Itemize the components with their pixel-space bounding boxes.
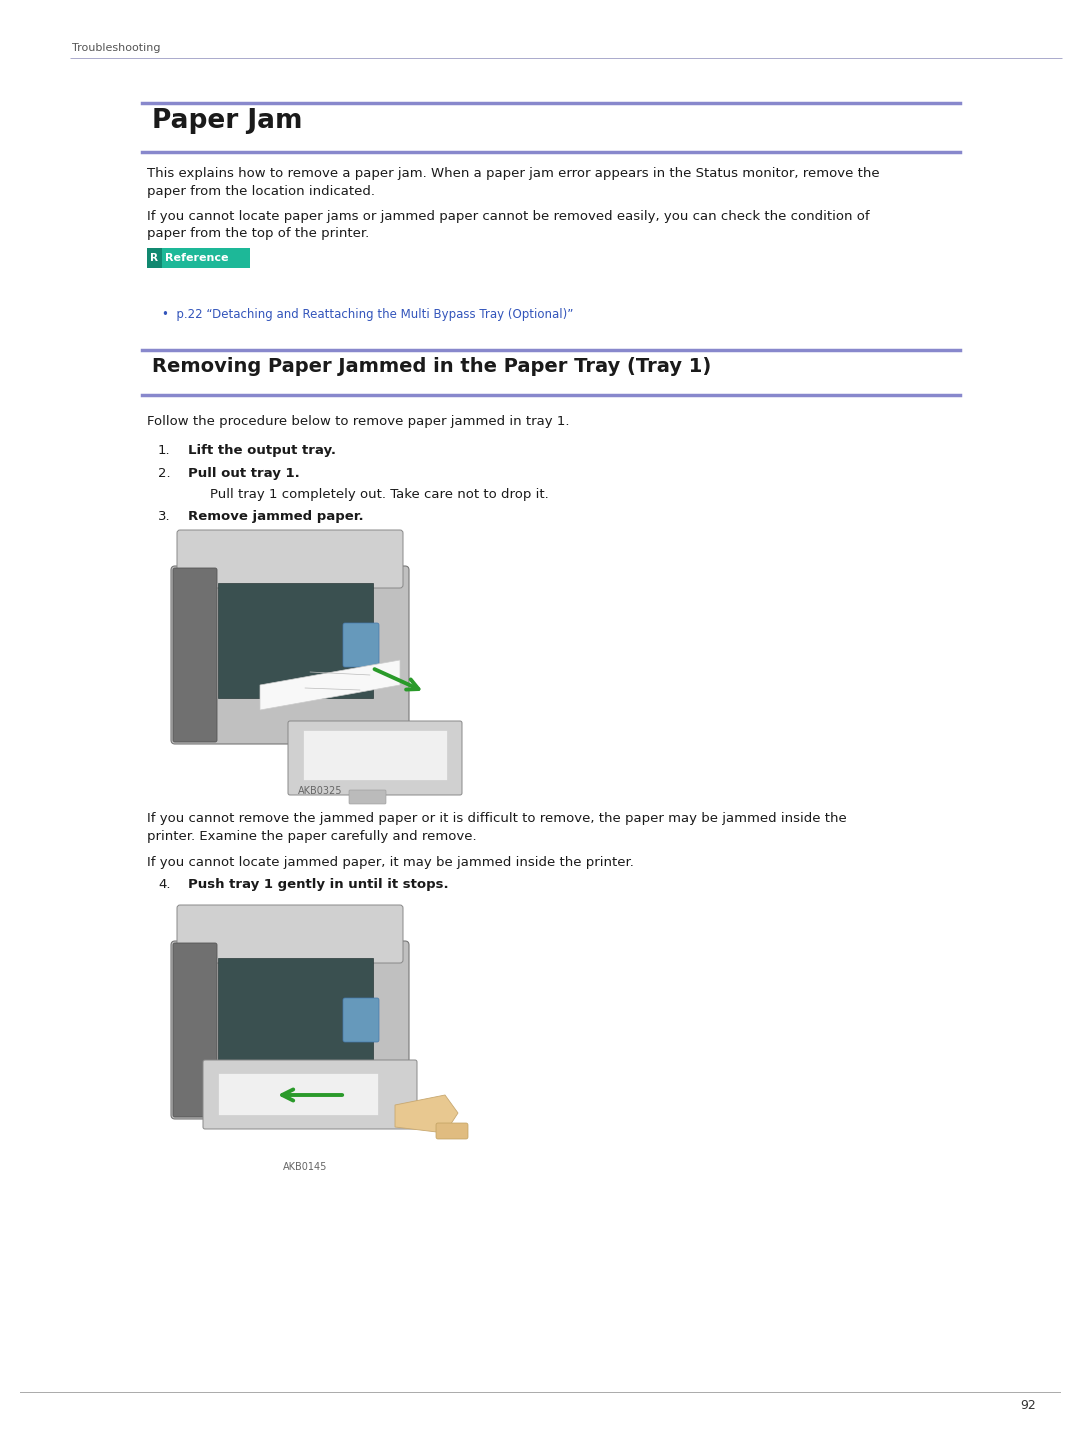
Text: printer. Examine the paper carefully and remove.: printer. Examine the paper carefully and…: [147, 829, 476, 842]
Text: Removing Paper Jammed in the Paper Tray (Tray 1): Removing Paper Jammed in the Paper Tray …: [152, 356, 712, 376]
Text: 2.: 2.: [158, 467, 171, 480]
FancyBboxPatch shape: [177, 530, 403, 588]
Text: Remove jammed paper.: Remove jammed paper.: [188, 510, 364, 523]
Polygon shape: [260, 660, 400, 710]
Text: If you cannot locate paper jams or jammed paper cannot be removed easily, you ca: If you cannot locate paper jams or jamme…: [147, 210, 869, 223]
Text: 92: 92: [1021, 1400, 1036, 1413]
Text: R: R: [150, 253, 158, 263]
FancyBboxPatch shape: [171, 566, 409, 744]
Text: Pull tray 1 completely out. Take care not to drop it.: Pull tray 1 completely out. Take care no…: [210, 489, 549, 502]
Text: Paper Jam: Paper Jam: [152, 108, 302, 134]
Text: Reference: Reference: [165, 253, 229, 263]
FancyBboxPatch shape: [343, 999, 379, 1042]
Text: paper from the location indicated.: paper from the location indicated.: [147, 184, 375, 197]
FancyBboxPatch shape: [173, 943, 217, 1117]
Text: Pull out tray 1.: Pull out tray 1.: [188, 467, 300, 480]
Text: AKB0145: AKB0145: [283, 1163, 327, 1173]
FancyBboxPatch shape: [288, 721, 462, 795]
Polygon shape: [395, 1095, 458, 1132]
Text: paper from the top of the printer.: paper from the top of the printer.: [147, 227, 369, 240]
FancyBboxPatch shape: [173, 568, 217, 741]
Text: Troubleshooting: Troubleshooting: [72, 43, 161, 53]
FancyBboxPatch shape: [303, 730, 447, 780]
Text: 1.: 1.: [158, 444, 171, 457]
FancyBboxPatch shape: [436, 1122, 468, 1140]
Text: If you cannot remove the jammed paper or it is difficult to remove, the paper ma: If you cannot remove the jammed paper or…: [147, 812, 847, 825]
FancyBboxPatch shape: [218, 1073, 378, 1115]
FancyBboxPatch shape: [147, 249, 162, 267]
Text: If you cannot locate jammed paper, it may be jammed inside the printer.: If you cannot locate jammed paper, it ma…: [147, 856, 634, 869]
Text: Push tray 1 gently in until it stops.: Push tray 1 gently in until it stops.: [188, 878, 448, 891]
Text: 4.: 4.: [158, 878, 171, 891]
FancyBboxPatch shape: [218, 583, 373, 698]
Text: AKB0325: AKB0325: [298, 786, 342, 796]
FancyBboxPatch shape: [162, 249, 249, 267]
Text: Follow the procedure below to remove paper jammed in tray 1.: Follow the procedure below to remove pap…: [147, 415, 569, 428]
FancyBboxPatch shape: [349, 790, 386, 803]
FancyBboxPatch shape: [171, 941, 409, 1119]
Text: This explains how to remove a paper jam. When a paper jam error appears in the S: This explains how to remove a paper jam.…: [147, 167, 879, 180]
FancyBboxPatch shape: [218, 958, 373, 1073]
Text: Lift the output tray.: Lift the output tray.: [188, 444, 336, 457]
FancyBboxPatch shape: [343, 624, 379, 667]
FancyBboxPatch shape: [177, 905, 403, 963]
Text: •  p.22 “Detaching and Reattaching the Multi Bypass Tray (Optional)”: • p.22 “Detaching and Reattaching the Mu…: [162, 308, 573, 320]
FancyBboxPatch shape: [203, 1061, 417, 1129]
Text: 3.: 3.: [158, 510, 171, 523]
